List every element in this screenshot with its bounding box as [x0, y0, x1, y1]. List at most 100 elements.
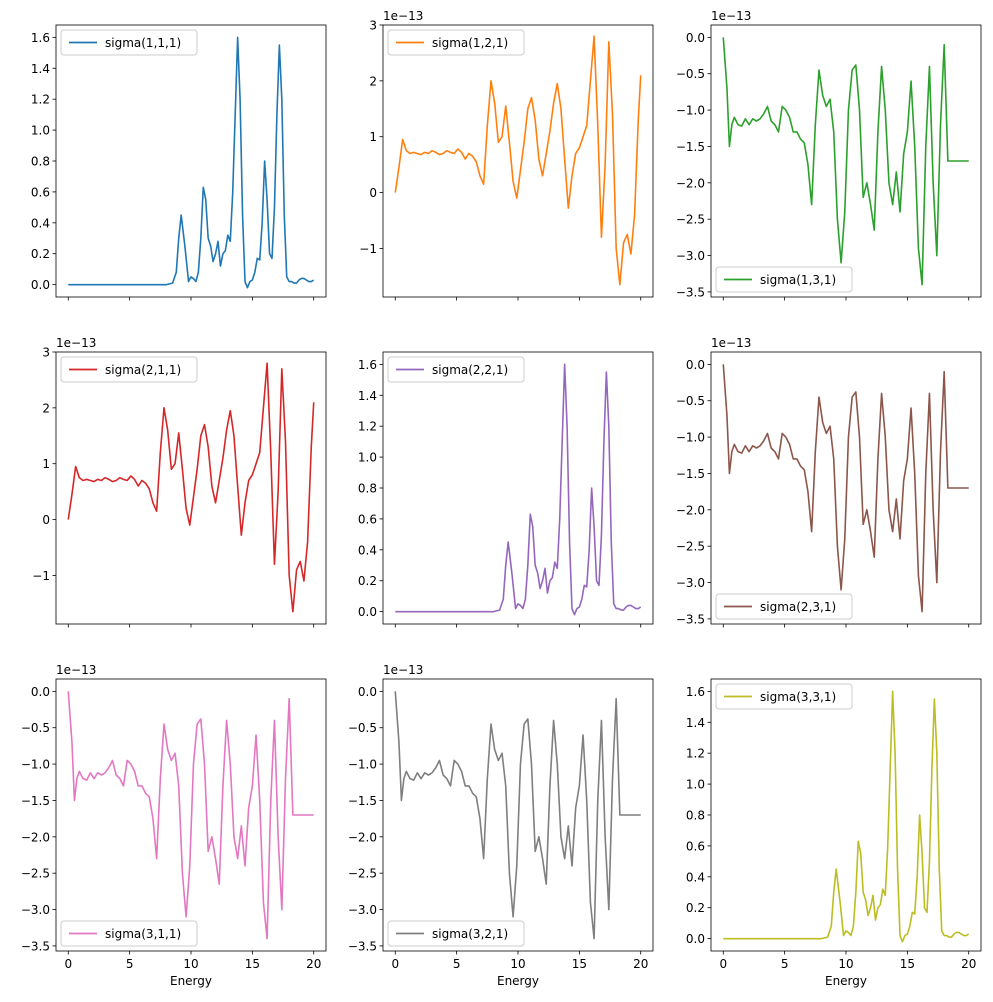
legend: sigma(3,1,1): [60, 920, 198, 947]
subplot-2: −1 0 1 2 3 1e−13 sigma(1,2,1): [359, 9, 654, 301]
y-tick-label: 0: [369, 186, 377, 200]
y-tick-label: −1: [359, 242, 377, 256]
x-tick-label: 10: [183, 957, 198, 971]
axis-offset-text: 1e−13: [711, 9, 751, 23]
y-tick-label: −2.0: [676, 176, 705, 190]
x-tick-label: 5: [781, 957, 789, 971]
y-tick-label: −0.5: [21, 721, 50, 735]
y-tick-label: −2.0: [676, 503, 705, 517]
y-tick-label: −3.0: [676, 576, 705, 590]
x-tick-label: 15: [245, 957, 260, 971]
series-line: [722, 364, 969, 613]
y-tick-label: 0.2: [686, 901, 705, 915]
legend: sigma(1,1,1): [60, 29, 198, 56]
y-tick-label: 2: [42, 401, 50, 415]
legend-label: sigma(2,3,1): [760, 600, 836, 614]
y-tick-label: 0.0: [31, 278, 50, 292]
x-tick-label: 15: [572, 957, 587, 971]
legend-box: [60, 920, 198, 947]
y-tick-label: 1: [369, 130, 377, 144]
legend-label: sigma(3,3,1): [760, 690, 836, 704]
y-tick-label: 0.8: [686, 809, 705, 823]
series-line: [723, 690, 970, 943]
y-tick-label: −3.5: [676, 612, 705, 626]
y-tick-label: −2.5: [348, 867, 377, 881]
subplot-5: 0.0 0.2 0.4 0.6 0.8 1.0 1.2 1.4 1.6 sigma(2,2,1): [358, 351, 654, 628]
y-tick-label: −0.5: [676, 394, 705, 408]
y-tick-label: 1: [42, 457, 50, 471]
legend-label: sigma(1,2,1): [432, 36, 508, 50]
y-tick-label: 1.2: [358, 420, 377, 434]
legend-box: [387, 920, 525, 947]
legend-label: sigma(3,1,1): [105, 927, 181, 941]
y-tick-label: −2.5: [676, 213, 705, 227]
legend-label: sigma(2,1,1): [105, 363, 181, 377]
y-tick-label: −3.0: [676, 249, 705, 263]
y-tick-label: 2: [369, 74, 377, 88]
legend-box: [60, 29, 198, 56]
subplot-6: −3.5 −3.0 −2.5 −2.0 −1.5 −1.0 −0.5 0.0 1e−13 sigm…: [676, 336, 982, 628]
y-tick-label: −0.5: [676, 67, 705, 81]
legend-label: sigma(2,2,1): [432, 363, 508, 377]
axis-offset-text: 1e−13: [383, 663, 423, 677]
y-tick-label: 0.4: [686, 870, 705, 884]
subplot-1: 0.0 0.2 0.4 0.6 0.8 1.0 1.2 1.4 1.6 sigma(1,1,1): [31, 24, 327, 301]
y-tick-label: −3.0: [348, 903, 377, 917]
y-tick-label: 0.4: [358, 543, 377, 557]
y-tick-label: −1.0: [348, 758, 377, 772]
x-tick-label: 0: [391, 957, 399, 971]
y-tick-label: 3: [369, 19, 377, 33]
x-tick-label: 15: [900, 957, 915, 971]
y-tick-label: −0.5: [348, 721, 377, 735]
y-tick-label: 0.0: [31, 685, 50, 699]
legend: sigma(1,3,1): [715, 266, 853, 293]
x-tick-label: 10: [510, 957, 525, 971]
y-tick-label: −3.0: [21, 903, 50, 917]
series-line: [67, 362, 315, 613]
axis-offset-text: 1e−13: [56, 336, 96, 350]
x-tick-label: 10: [838, 957, 853, 971]
y-tick-label: −1.0: [676, 104, 705, 118]
y-tick-label: 0.0: [358, 685, 377, 699]
legend-label: sigma(1,3,1): [760, 273, 836, 287]
y-tick-label: 1.0: [31, 124, 50, 138]
y-tick-label: 0.0: [686, 31, 705, 45]
x-axis-label: Energy: [497, 974, 539, 988]
y-tick-label: −2.5: [21, 867, 50, 881]
x-tick-label: 0: [719, 957, 727, 971]
legend-box: [387, 29, 525, 56]
subplot-4: −1 0 1 2 3 1e−13 sigma(2,1,1): [32, 336, 327, 628]
y-tick-label: 1.4: [31, 62, 50, 76]
legend-label: sigma(3,2,1): [432, 927, 508, 941]
y-tick-label: 0.4: [31, 216, 50, 230]
y-tick-label: −2.0: [21, 830, 50, 844]
subplot-7: −3.5 −3.0 −2.5 −2.0 −1.5 −1.0 −0.5 0.0 0 5 10 15 20 E…: [21, 663, 327, 988]
y-tick-label: 0.0: [686, 358, 705, 372]
x-axis-label: Energy: [825, 974, 867, 988]
y-tick-label: 0.6: [686, 839, 705, 853]
x-tick-label: 20: [961, 957, 976, 971]
y-tick-label: 1.0: [358, 451, 377, 465]
y-tick-label: 0.8: [358, 482, 377, 496]
legend: sigma(2,2,1): [387, 356, 525, 383]
legend-box: [387, 356, 525, 383]
axis-offset-text: 1e−13: [383, 9, 423, 23]
y-tick-label: 0: [42, 513, 50, 527]
y-tick-label: 1.4: [686, 716, 705, 730]
y-tick-label: 1.2: [31, 93, 50, 107]
y-tick-label: 0.2: [358, 574, 377, 588]
y-tick-label: 1.0: [686, 778, 705, 792]
legend-box: [715, 593, 853, 620]
axis-offset-text: 1e−13: [711, 336, 751, 350]
y-tick-label: 0.2: [31, 247, 50, 261]
y-tick-label: −2.0: [348, 830, 377, 844]
legend: sigma(2,1,1): [60, 356, 198, 383]
legend: sigma(3,2,1): [387, 920, 525, 947]
axis-offset-text: 1e−13: [56, 663, 96, 677]
y-tick-label: 0.6: [358, 512, 377, 526]
y-tick-label: −1: [32, 569, 50, 583]
y-tick-label: 3: [42, 346, 50, 360]
y-tick-label: −3.5: [676, 285, 705, 299]
